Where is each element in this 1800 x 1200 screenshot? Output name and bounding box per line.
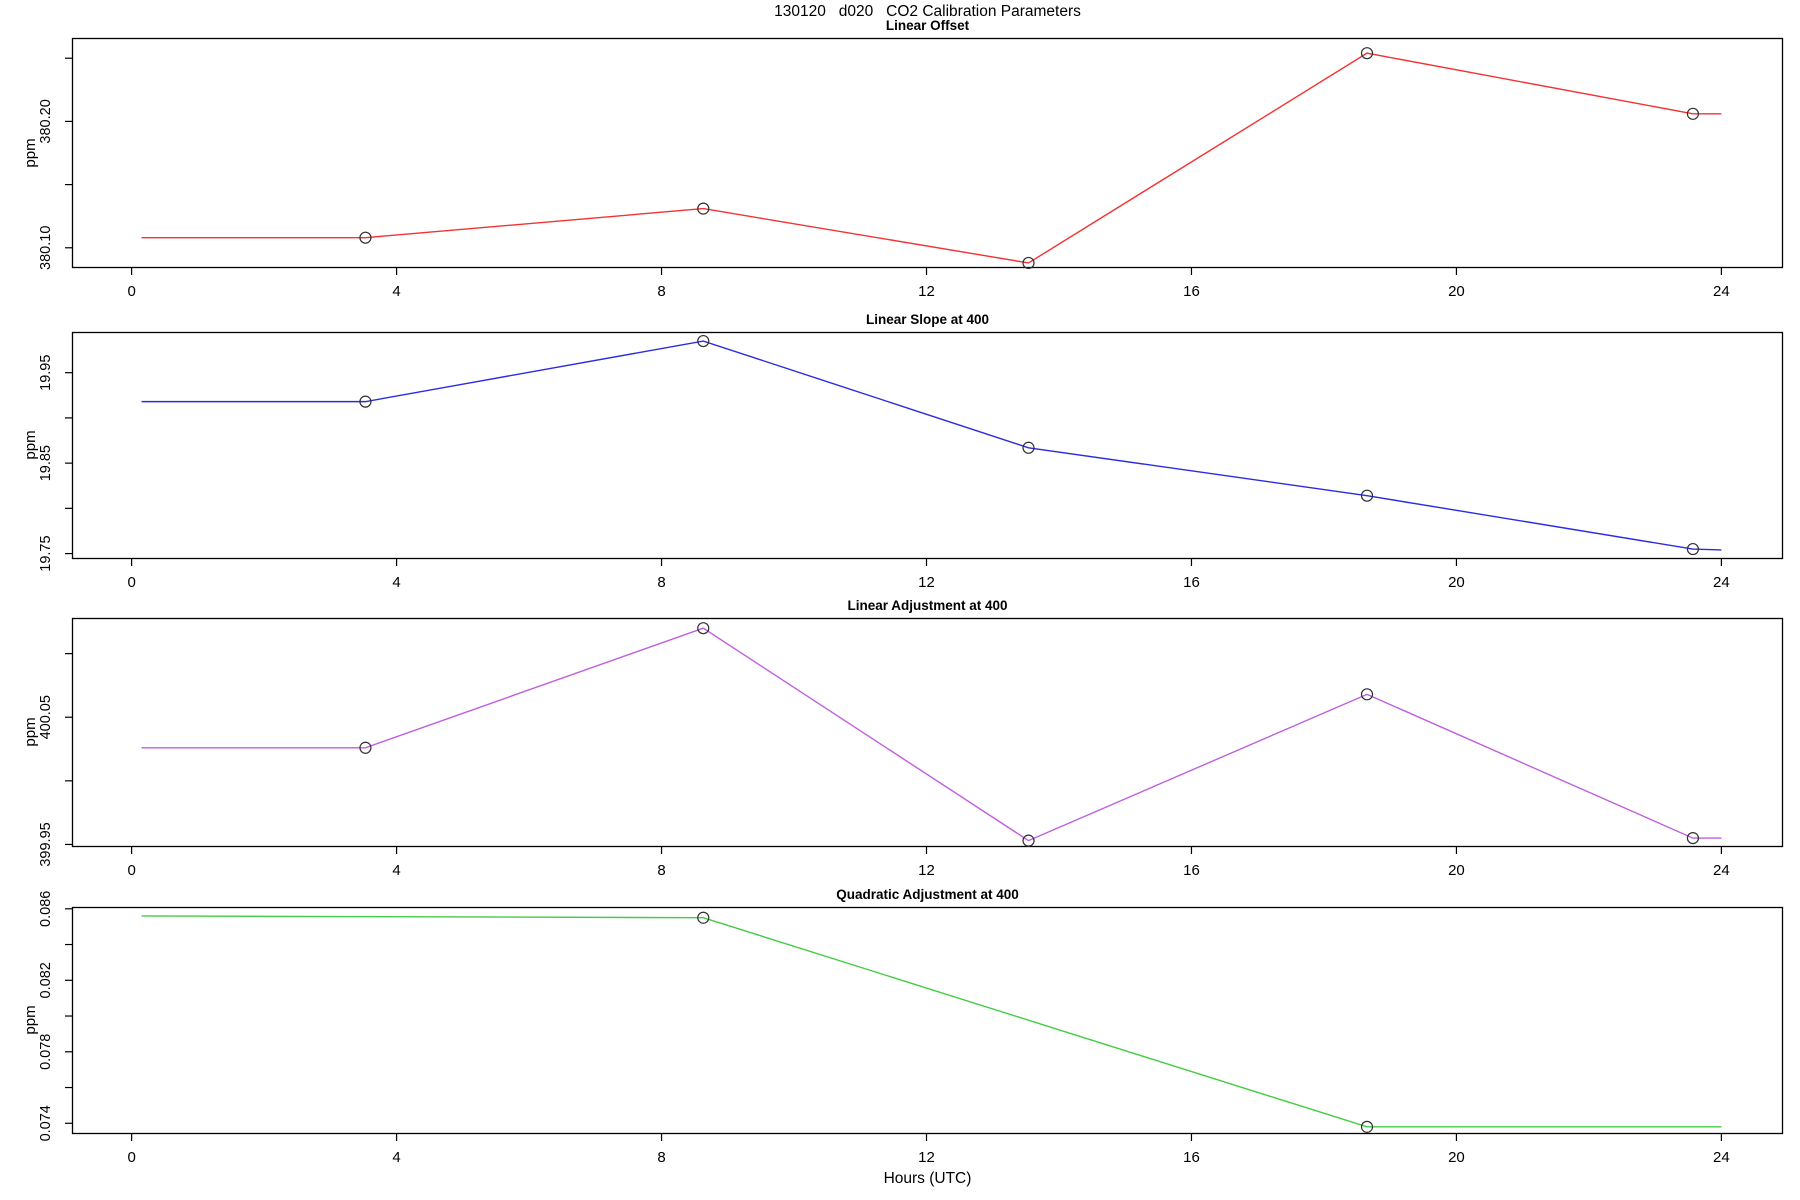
plot-box <box>71 906 1784 1135</box>
x-tick-label: 16 <box>1183 1149 1200 1166</box>
x-tick-label: 16 <box>1183 862 1200 879</box>
x-tick-label: 8 <box>657 862 665 879</box>
series-line <box>141 52 1722 264</box>
data-point-marker <box>697 334 710 348</box>
x-tick-label: 12 <box>918 862 935 879</box>
x-tick-label: 4 <box>392 1149 400 1166</box>
y-tick-label: 0.078 <box>38 1034 54 1070</box>
y-tick-label: 400.05 <box>38 695 54 739</box>
panel-linear-adjustment: Linear Adjustment at 400 ppm 399.95 400.0… <box>0 598 1800 887</box>
data-point-marker <box>359 231 372 244</box>
figure-title: 130120 d020 CO2 Calibration Parameters <box>774 3 1081 20</box>
y-tick-label: 0.082 <box>38 962 54 998</box>
y-tick-label: 399.95 <box>38 822 54 866</box>
data-point-marker <box>1022 441 1035 454</box>
y-tick-label: 19.75 <box>38 535 54 571</box>
y-tick-label: 380.10 <box>38 226 54 270</box>
x-tick-label: 12 <box>918 1149 935 1166</box>
data-point-marker <box>1686 107 1700 120</box>
x-tick-label: 24 <box>1713 1149 1730 1166</box>
x-tick-label: 0 <box>127 574 135 591</box>
plot-box <box>71 617 1784 848</box>
x-tick-label: 24 <box>1713 862 1730 879</box>
data-point-marker <box>1360 1120 1374 1133</box>
plot-box <box>71 37 1784 269</box>
panel-title: Linear Adjustment at 400 <box>847 598 1008 613</box>
plot-area: 380.10 380.20 0 4 8 12 16 20 24 <box>38 37 1784 300</box>
plot-box <box>71 331 1784 560</box>
series-line <box>141 340 1722 551</box>
y-tick-label: 19.95 <box>38 355 54 391</box>
y-tick-label: 0.086 <box>38 891 54 927</box>
panel-linear-offset: Linear Offset ppm 380.10 380.20 0 4 8 12 16 20 2… <box>0 18 1800 308</box>
plot-area: 19.75 19.85 19.95 0 4 8 12 16 20 24 <box>38 331 1784 591</box>
panel-linear-slope: Linear Slope at 400 ppm 19.75 19.85 19.95 0… <box>0 312 1800 599</box>
panel-title: Linear Offset <box>885 18 970 33</box>
data-point-marker <box>1686 831 1700 845</box>
data-point-marker <box>697 622 710 635</box>
x-tick-label: 12 <box>918 283 935 300</box>
x-tick-label: 24 <box>1713 574 1730 591</box>
x-tick-label: 8 <box>657 1149 665 1166</box>
series-line <box>141 627 1722 842</box>
x-tick-label: 16 <box>1183 283 1200 300</box>
data-point-marker <box>1022 256 1035 270</box>
x-tick-label: 24 <box>1713 283 1730 300</box>
x-tick-label: 8 <box>657 283 665 300</box>
y-tick-label: 0.074 <box>38 1105 54 1141</box>
panel-title: Quadratic Adjustment at 400 <box>836 887 1019 902</box>
data-point-marker <box>697 911 710 924</box>
panel-title: Linear Slope at 400 <box>865 312 990 327</box>
data-point-marker <box>1360 489 1374 502</box>
data-point-marker <box>359 741 372 754</box>
data-point-marker <box>1022 834 1035 847</box>
data-point-marker <box>359 395 372 408</box>
plot-area: 0.074 0.078 0.082 0.086 0 4 8 12 16 20 24 <box>38 891 1784 1166</box>
x-tick-label: 0 <box>127 1149 135 1166</box>
y-tick-label: 19.85 <box>38 445 54 481</box>
data-point-marker <box>1360 688 1374 701</box>
x-tick-label: 4 <box>392 283 400 300</box>
x-tick-label: 12 <box>918 574 935 591</box>
x-tick-label: 0 <box>127 862 135 879</box>
data-point-marker <box>1686 542 1700 556</box>
series-line <box>141 915 1722 1128</box>
x-tick-label: 4 <box>392 862 400 879</box>
plot-area: 399.95 400.05 0 4 8 12 16 20 24 <box>38 617 1784 879</box>
x-tick-label: 0 <box>127 283 135 300</box>
x-tick-label: 20 <box>1448 862 1465 879</box>
x-tick-label: 20 <box>1448 574 1465 591</box>
y-tick-label: 380.20 <box>38 99 54 143</box>
x-tick-label: 8 <box>657 574 665 591</box>
x-tick-label: 16 <box>1183 574 1200 591</box>
panel-quadratic-adjustment: Quadratic Adjustment at 400 ppm 0.074 0.0… <box>0 887 1800 1174</box>
data-point-marker <box>1360 47 1374 60</box>
x-tick-label: 20 <box>1448 1149 1465 1166</box>
x-axis-label: Hours (UTC) <box>883 1170 972 1187</box>
x-tick-label: 4 <box>392 574 400 591</box>
x-tick-label: 20 <box>1448 283 1465 300</box>
data-point-marker <box>697 202 710 215</box>
